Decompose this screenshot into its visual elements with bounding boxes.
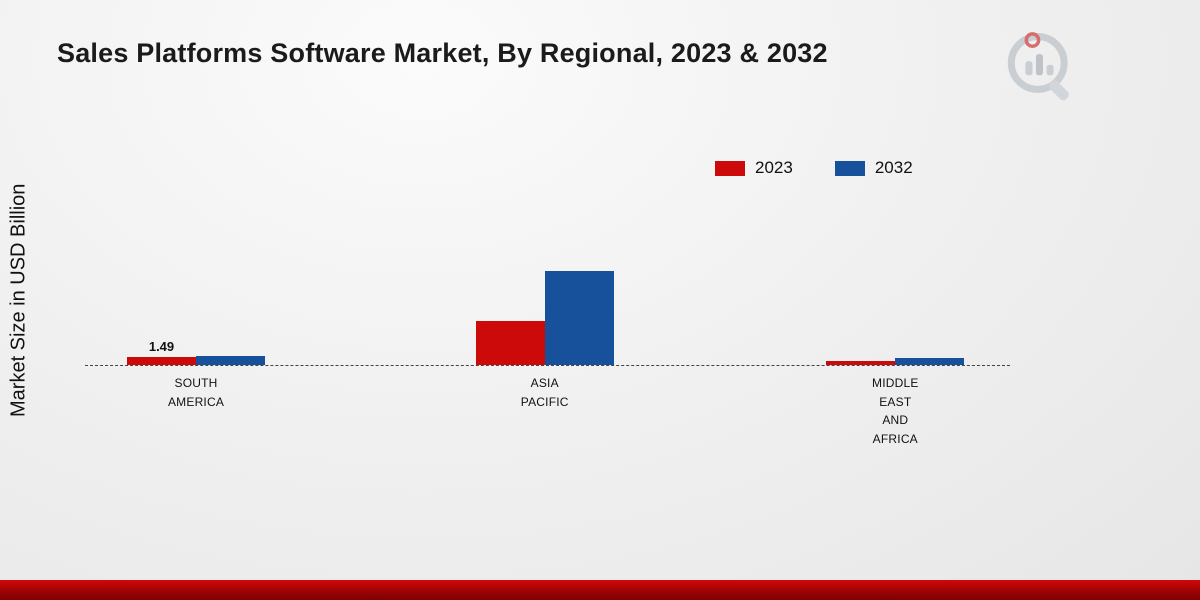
category-label-middle-east-and-africa: MIDDLE EAST AND AFRICA [872,376,919,446]
plot-area: 1.49 SOUTH AMERICA ASIA PACIFIC MIDDLE EAST… [85,150,1010,446]
bar-icon [1025,61,1033,76]
legend-label-2032: 2032 [874,158,913,177]
bar-2032-middle-east-and-africa [895,358,965,365]
chart-title: Sales Platforms Software Market, By Regi… [57,38,828,68]
market-research-logo [998,26,1088,114]
value-label-2023-south-america: 1.49 [148,339,175,354]
y-axis-label: Market Size in USD Billion [7,183,30,417]
category-label-south-america: SOUTH AMERICA [167,376,225,409]
red-accent-icon [1024,32,1041,48]
legend-item-2023: 2023 [715,158,793,178]
bar-2032-asia-pacific [544,271,614,365]
bar-2023-south-america: 1.49 [127,339,196,365]
bar-icon [1035,54,1043,76]
bar-group-middle-east-and-africa: MIDDLE EAST AND AFRICA [826,358,965,446]
bar-group-asia-pacific: ASIA PACIFIC [475,271,614,409]
bar-2032-south-america [196,355,265,365]
chart-legend: 2023 2032 [715,158,913,178]
bar-2023-asia-pacific [475,320,545,365]
legend-item-2032: 2032 [834,158,913,178]
bar-2023-middle-east-and-africa [826,361,896,365]
category-label-asia-pacific: ASIA PACIFIC [520,376,569,409]
legend-swatch-2032 [834,160,865,176]
bar-group-south-america: 1.49 SOUTH AMERICA [127,339,265,409]
magnifier-handle-icon [1048,80,1069,101]
bar-icon [1046,64,1054,76]
legend-swatch-2023 [715,160,745,176]
footer-band [0,580,1200,600]
legend-label-2023: 2023 [755,158,793,177]
